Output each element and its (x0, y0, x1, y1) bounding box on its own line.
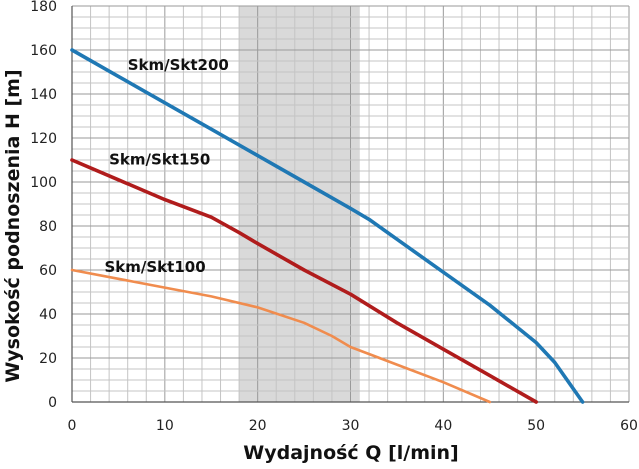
axis-layer: 0 10 20 30 40 50 60 0 20 40 60 80 100 120 140 160 180 (30, 0, 638, 434)
y-tick-label: 80 (39, 219, 57, 235)
x-tick-label: 30 (342, 418, 360, 434)
y-tick-label: 40 (39, 307, 57, 323)
series-layer (70, 48, 585, 404)
y-tick-label: 20 (39, 351, 57, 367)
y-tick-label: 140 (30, 87, 57, 103)
y-tick-label: 100 (30, 175, 57, 191)
series-label-skm-skt150: Skm/Skt150 (109, 150, 210, 168)
x-axis-title: Wydajność Q [l/min] (243, 442, 458, 464)
series-label-skm-skt100: Skm/Skt100 (104, 258, 205, 276)
series-label-skm-skt200: Skm/Skt200 (128, 56, 229, 74)
x-tick-label: 10 (156, 418, 174, 434)
series-line-skm-skt200 (70, 48, 585, 404)
y-axis-title: Wysokość podnoszenia H [m] (2, 69, 24, 382)
y-tick-label: 60 (39, 263, 57, 279)
y-tick-label: 120 (30, 131, 57, 147)
x-tick-label: 40 (434, 418, 452, 434)
series-label-layer: Skm/Skt200 Skm/Skt150 Skm/Skt100 (104, 56, 228, 276)
x-tick-label: 60 (620, 418, 638, 434)
y-tick-label: 0 (48, 395, 57, 411)
y-tick-label: 160 (30, 43, 57, 59)
x-tick-label: 0 (68, 418, 77, 434)
y-tick-label: 180 (30, 0, 57, 15)
x-tick-label: 50 (527, 418, 545, 434)
x-tick-label: 20 (249, 418, 267, 434)
series-line-skm-skt100 (70, 268, 492, 404)
series-line-skm-skt150 (70, 158, 538, 404)
